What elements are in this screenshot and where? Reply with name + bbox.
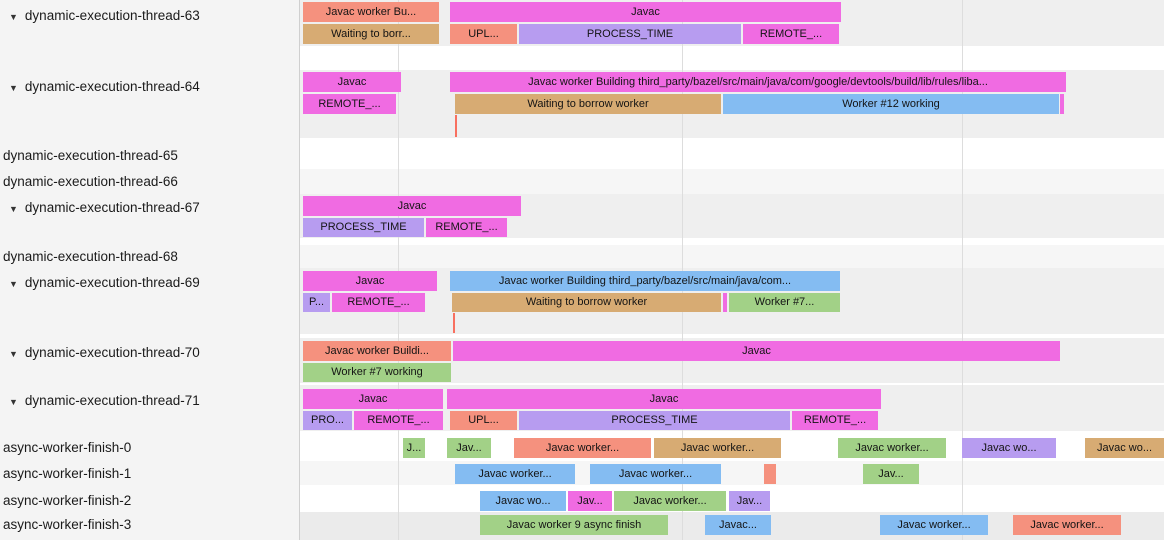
timeline-event-bar[interactable]: Javac worker 9 async finish (480, 515, 668, 535)
expand-triangle-icon[interactable]: ▼ (9, 397, 18, 407)
timeline-event-bar[interactable]: REMOTE_... (354, 411, 443, 430)
expand-triangle-icon[interactable]: ▼ (9, 204, 18, 214)
track-name: dynamic-execution-thread-65 (3, 148, 178, 163)
track-label-dynamic-execution-thread-69[interactable]: ▼ dynamic-execution-thread-69 (0, 273, 299, 292)
expand-triangle-icon[interactable]: ▼ (9, 279, 18, 289)
track-label-dynamic-execution-thread-65[interactable]: dynamic-execution-thread-65 (0, 146, 299, 165)
timeline-event-bar[interactable]: Waiting to borrow worker (455, 94, 721, 114)
timeline-event-bar[interactable]: Waiting to borr... (303, 24, 439, 44)
track-name: dynamic-execution-thread-69 (24, 275, 200, 290)
timeline-event-bar[interactable]: Javac worker... (590, 464, 721, 484)
track-name: dynamic-execution-thread-64 (24, 79, 200, 94)
timeline-event-bar[interactable]: UPL... (450, 24, 517, 44)
row-stripe (300, 245, 1164, 268)
timeline-event-bar[interactable]: PROCESS_TIME (519, 411, 790, 430)
timeline-event-bar[interactable]: Javac worker Buildi... (303, 341, 451, 361)
timeline-event-bar[interactable]: Worker #12 working (723, 94, 1059, 114)
timeline-event-bar[interactable]: Worker #7 working (303, 363, 451, 382)
track-label-dynamic-execution-thread-67[interactable]: ▼ dynamic-execution-thread-67 (0, 198, 299, 217)
time-gridline (682, 0, 683, 540)
track-label-dynamic-execution-thread-64[interactable]: ▼ dynamic-execution-thread-64 (0, 77, 299, 96)
expand-triangle-icon[interactable]: ▼ (9, 12, 18, 22)
timeline-event-bar[interactable]: Javac worker... (1013, 515, 1121, 535)
timeline-event-bar[interactable]: Waiting to borrow worker (452, 293, 721, 312)
time-gridline (962, 0, 963, 540)
timeline-event-bar[interactable]: Javac (453, 341, 1060, 361)
timeline-event-bar[interactable]: Javac wo... (480, 491, 566, 511)
track-label-async-worker-finish-1[interactable]: async-worker-finish-1 (0, 464, 299, 483)
timeline-event-bar[interactable]: REMOTE_... (792, 411, 878, 430)
track-name: async-worker-finish-1 (3, 466, 132, 481)
timeline-event-bar[interactable]: J... (403, 438, 425, 458)
track-label-dynamic-execution-thread-66[interactable]: dynamic-execution-thread-66 (0, 172, 299, 191)
timeline-event-bar[interactable] (764, 464, 776, 484)
timeline-event-bar[interactable]: Javac worker Bu... (303, 2, 439, 22)
timeline-event-bar[interactable]: Jav... (447, 438, 491, 458)
timeline-event-bar[interactable]: Javac (303, 389, 443, 409)
timeline-event-bar[interactable]: UPL... (450, 411, 517, 430)
track-label-async-worker-finish-3[interactable]: async-worker-finish-3 (0, 515, 299, 534)
timeline-event-bar[interactable]: REMOTE_... (303, 94, 396, 114)
timeline-event-bar[interactable]: REMOTE_... (332, 293, 425, 312)
timeline-event-bar[interactable]: P... (303, 293, 330, 312)
timeline-event-bar[interactable] (723, 293, 727, 312)
track-sidebar: ▼ dynamic-execution-thread-63 ▼ dynamic-exe… (0, 0, 300, 540)
timeline-event-bar[interactable]: Javac... (705, 515, 771, 535)
event-marker-tick[interactable] (455, 115, 457, 137)
timeline-event-bar[interactable]: Jav... (729, 491, 770, 511)
event-marker-tick[interactable] (453, 313, 455, 333)
timeline-event-bar[interactable]: Javac worker... (614, 491, 726, 511)
track-label-dynamic-execution-thread-63[interactable]: ▼ dynamic-execution-thread-63 (0, 6, 299, 25)
track-label-dynamic-execution-thread-68[interactable]: dynamic-execution-thread-68 (0, 247, 299, 266)
expand-triangle-icon[interactable]: ▼ (9, 83, 18, 93)
track-name: dynamic-execution-thread-67 (24, 200, 200, 215)
track-label-dynamic-execution-thread-71[interactable]: ▼ dynamic-execution-thread-71 (0, 391, 299, 410)
timeline-event-bar[interactable]: Javac (303, 196, 521, 216)
track-name: dynamic-execution-thread-71 (24, 393, 200, 408)
track-name: async-worker-finish-0 (3, 440, 132, 455)
timeline-event-bar[interactable]: Javac worker... (455, 464, 575, 484)
timeline-event-bar[interactable]: Javac worker Building third_party/bazel/… (450, 72, 1066, 92)
timeline-event-bar[interactable]: Javac (447, 389, 881, 409)
expand-triangle-icon[interactable]: ▼ (9, 349, 18, 359)
track-label-dynamic-execution-thread-70[interactable]: ▼ dynamic-execution-thread-70 (0, 343, 299, 362)
timeline-event-bar[interactable]: Javac (303, 72, 401, 92)
track-name: async-worker-finish-3 (3, 517, 132, 532)
track-label-async-worker-finish-0[interactable]: async-worker-finish-0 (0, 438, 299, 457)
timeline-event-bar[interactable]: Javac worker... (880, 515, 988, 535)
timeline-event-bar[interactable]: Jav... (568, 491, 612, 511)
track-name: dynamic-execution-thread-66 (3, 174, 178, 189)
timeline-event-bar[interactable]: Javac (450, 2, 841, 22)
timeline-event-bar[interactable]: Javac worker... (838, 438, 946, 458)
timeline-event-bar[interactable]: PRO... (303, 411, 352, 430)
timeline-event-bar[interactable]: Javac wo... (1085, 438, 1164, 458)
track-name: dynamic-execution-thread-70 (24, 345, 200, 360)
track-label-async-worker-finish-2[interactable]: async-worker-finish-2 (0, 491, 299, 510)
track-name: async-worker-finish-2 (3, 493, 132, 508)
track-name: dynamic-execution-thread-68 (3, 249, 178, 264)
track-name: dynamic-execution-thread-63 (24, 8, 200, 23)
timeline-event-bar[interactable]: Worker #7... (729, 293, 840, 312)
timeline-event-bar[interactable]: REMOTE_... (426, 218, 507, 237)
timeline-event-bar[interactable]: PROCESS_TIME (303, 218, 424, 237)
timeline-event-bar[interactable]: Javac worker Building third_party/bazel/… (450, 271, 840, 291)
timeline-event-bar[interactable]: Javac wo... (962, 438, 1056, 458)
timeline-event-bar[interactable]: REMOTE_... (743, 24, 839, 44)
timeline-event-bar[interactable] (1060, 94, 1064, 114)
timeline-event-bar[interactable]: Javac worker... (514, 438, 651, 458)
row-stripe (300, 461, 1164, 485)
timeline-event-bar[interactable]: PROCESS_TIME (519, 24, 741, 44)
time-gridline (398, 0, 399, 540)
row-stripe (300, 169, 1164, 194)
timeline-event-bar[interactable]: Javac worker... (654, 438, 781, 458)
timeline-event-bar[interactable]: Javac (303, 271, 437, 291)
timeline-event-bar[interactable]: Jav... (863, 464, 919, 484)
